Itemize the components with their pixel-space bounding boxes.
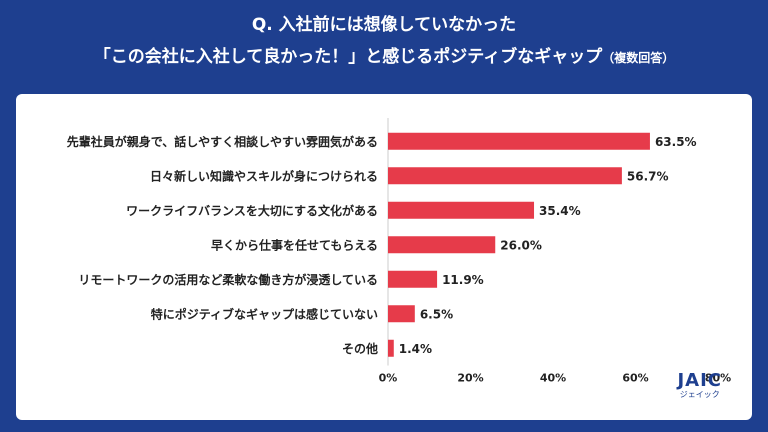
x-tick-label: 80% <box>705 372 731 385</box>
value-label: 63.5% <box>655 135 697 149</box>
chart-title: Q. 入社前には想像していなかった 「この会社に入社して良かった！」と感じるポジ… <box>0 0 768 86</box>
bar <box>388 339 394 357</box>
bar <box>388 167 622 185</box>
jaic-logo: JAIC ジェイック <box>677 370 722 400</box>
bar <box>388 305 415 323</box>
value-label: 6.5% <box>420 307 453 321</box>
title-line-2: 「この会社に入社して良かった！」と感じるポジティブなギャップ（複数回答） <box>0 42 768 67</box>
category-label: ワークライフバランスを大切にする文化がある <box>126 203 378 218</box>
value-label: 26.0% <box>500 238 542 252</box>
category-label: 特にポジティブなギャップは感じていない <box>151 306 378 321</box>
value-label: 11.9% <box>442 273 484 287</box>
logo-subtitle: ジェイック <box>679 390 720 399</box>
x-tick-label: 40% <box>540 372 566 385</box>
x-tick-label: 0% <box>379 372 398 385</box>
category-label: その他 <box>342 341 378 356</box>
value-label: 35.4% <box>539 204 581 218</box>
bar <box>388 236 496 254</box>
category-label: 日々新しい知識やスキルが身につけられる <box>150 168 378 183</box>
category-label: 早くから仕事を任せてもらえる <box>211 237 378 252</box>
bar <box>388 270 438 288</box>
title-note: （複数回答） <box>602 51 675 65</box>
value-label: 1.4% <box>399 342 432 356</box>
title-line-1: Q. 入社前には想像していなかった <box>251 15 517 35</box>
bar-chart: 先輩社員が親身で、話しやすく相談しやすい雰囲気がある 63.5% 日々新しい知識やス… <box>67 118 731 385</box>
bar <box>388 132 650 150</box>
x-tick-label: 60% <box>622 372 648 385</box>
logo-mark: JAIC <box>677 370 722 391</box>
category-label: 先輩社員が親身で、話しやすく相談しやすい雰囲気がある <box>67 134 378 149</box>
chart-panel: 先輩社員が親身で、話しやすく相談しやすい雰囲気がある 63.5% 日々新しい知識やス… <box>16 94 752 420</box>
title-line-2-main: 「この会社に入社して良かった！」と感じるポジティブなギャップ <box>93 47 603 67</box>
bar <box>388 201 535 219</box>
x-tick-label: 20% <box>457 372 483 385</box>
category-label: リモートワークの活用など柔軟な働き方が浸透している <box>78 272 378 287</box>
value-label: 56.7% <box>627 169 669 183</box>
